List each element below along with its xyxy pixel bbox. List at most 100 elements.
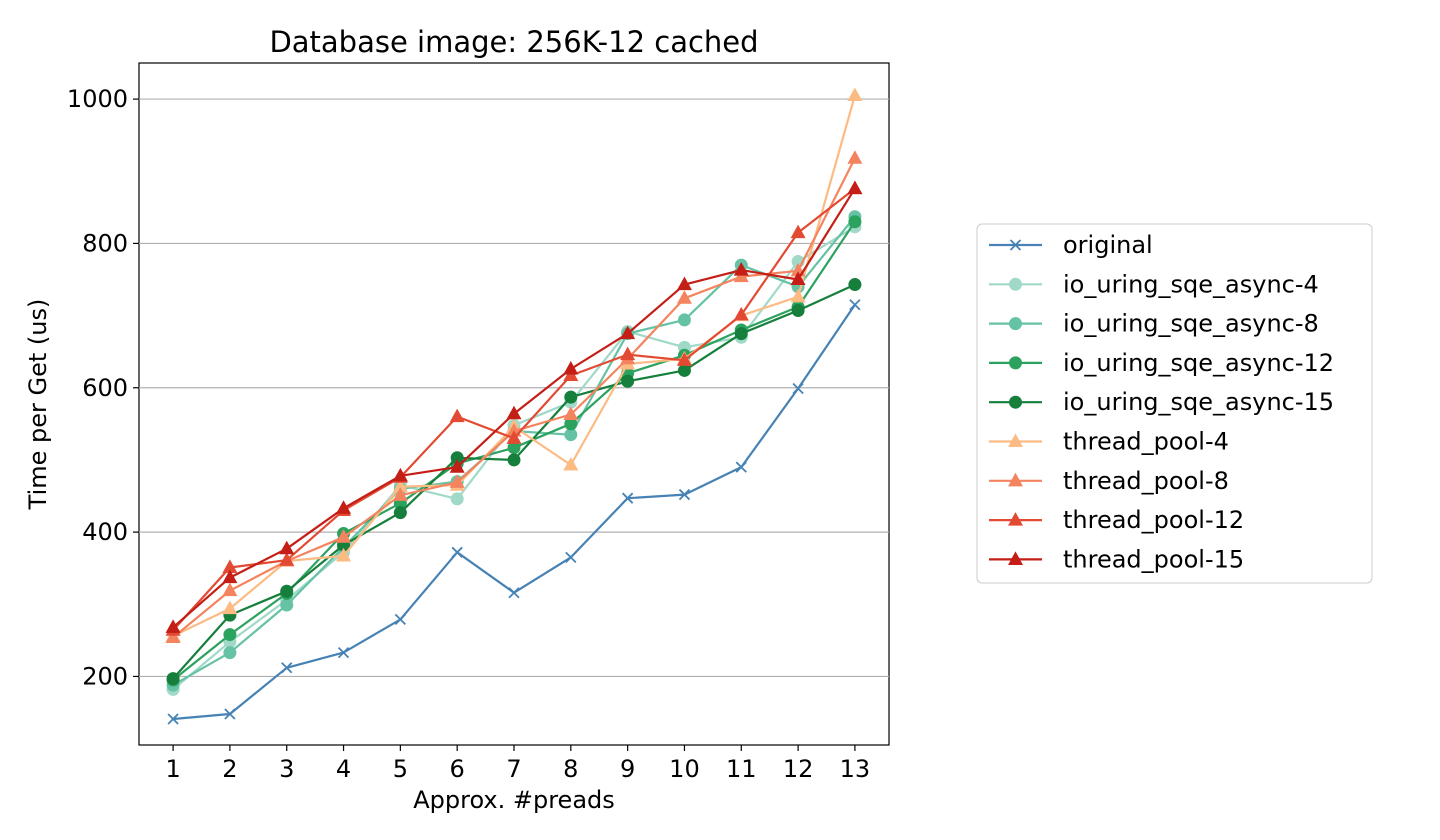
data-point: [564, 390, 578, 404]
data-point: [280, 598, 294, 612]
y-tick-label: 400: [82, 518, 128, 546]
data-point: [280, 584, 294, 598]
data-point: [790, 224, 806, 239]
series-io_uring_sqe_async-15: [166, 278, 862, 686]
legend-marker: [1008, 472, 1023, 487]
data-point: [677, 363, 691, 377]
legend-box: [976, 223, 1373, 584]
data-point: [165, 629, 181, 644]
data-point: [620, 325, 636, 340]
legend-marker: [1009, 239, 1022, 251]
data-point: [336, 547, 352, 562]
data-point: [847, 150, 863, 164]
legend-marker: [1009, 395, 1022, 409]
series-line: [172, 157, 856, 639]
series-layer: [165, 87, 863, 725]
y-tick-label: 200: [82, 662, 128, 690]
data-point: [506, 430, 522, 444]
data-point: [847, 87, 863, 102]
y-axis: 200 400 600 800 1000: [67, 85, 139, 690]
series-io_uring_sqe_async-12: [166, 215, 862, 687]
legend-label: thread_pool-4: [1063, 428, 1229, 456]
data-point: [337, 646, 350, 659]
data-point: [849, 299, 861, 311]
legend-item-thread_pool-8: thread_pool-8: [989, 467, 1229, 495]
data-point: [563, 456, 579, 471]
legend-item-io_uring_sqe_async-15: io_uring_sqe_async-15: [989, 388, 1334, 416]
data-point: [222, 600, 238, 615]
legend-marker: [1009, 317, 1022, 331]
data-point: [734, 327, 748, 341]
x-tick-label: 4: [336, 755, 351, 783]
data-point: [449, 408, 465, 423]
x-tick-label: 1: [165, 755, 180, 783]
data-point: [848, 278, 862, 292]
data-point: [167, 713, 179, 725]
legend-item-original: original: [989, 231, 1153, 259]
legend-marker: [1009, 356, 1022, 370]
data-point: [847, 180, 863, 195]
data-point: [678, 488, 691, 501]
data-point: [564, 428, 578, 442]
legend-item-io_uring_sqe_async-4: io_uring_sqe_async-4: [989, 270, 1319, 298]
grid-lines: [139, 98, 889, 678]
data-point: [507, 453, 521, 467]
x-tick-label: 6: [450, 755, 465, 783]
x-tick-label: 11: [726, 755, 757, 783]
data-point: [450, 492, 464, 506]
data-point: [792, 382, 804, 395]
x-tick-label: 13: [840, 755, 871, 783]
legend-item-thread_pool-4: thread_pool-4: [989, 428, 1229, 456]
data-point: [165, 619, 181, 633]
plot-area: [138, 62, 890, 746]
data-point: [848, 215, 862, 229]
x-tick-label: 2: [222, 755, 237, 783]
legend-label: thread_pool-8: [1063, 467, 1229, 495]
legend: original io_uring_sqe_async-4 io_uring_sqe…: [976, 223, 1373, 584]
data-point: [281, 662, 293, 674]
legend-item-thread_pool-15: thread_pool-15: [989, 545, 1244, 573]
data-point: [449, 459, 465, 473]
data-point: [621, 374, 635, 388]
x-tick-label: 7: [506, 755, 521, 783]
data-point: [563, 360, 579, 375]
legend-label: io_uring_sqe_async-8: [1063, 310, 1319, 338]
series-thread_pool-15: [165, 180, 863, 633]
series-line: [173, 304, 856, 721]
data-point: [733, 306, 749, 321]
data-point: [506, 405, 522, 420]
x-tick-label: 10: [669, 755, 700, 783]
y-tick-label: 1000: [67, 85, 128, 113]
data-point: [563, 406, 579, 421]
x-tick-label: 9: [620, 755, 635, 783]
data-point: [222, 582, 238, 597]
legend-item-io_uring_sqe_async-12: io_uring_sqe_async-12: [989, 349, 1334, 377]
x-tick-label: 5: [393, 755, 408, 783]
data-point: [222, 569, 238, 584]
data-point: [735, 461, 747, 473]
data-point: [621, 492, 634, 504]
legend-marker: [1008, 433, 1023, 448]
data-point: [393, 506, 407, 520]
data-point: [676, 276, 692, 291]
legend-item-thread_pool-12: thread_pool-12: [989, 506, 1244, 534]
data-point: [677, 313, 691, 327]
x-tick-label: 8: [563, 755, 578, 783]
data-point: [733, 262, 749, 276]
data-point: [394, 613, 407, 626]
legend-label: io_uring_sqe_async-12: [1063, 349, 1334, 377]
data-point: [791, 304, 805, 318]
x-tick-label: 3: [279, 755, 294, 783]
data-point: [166, 672, 180, 686]
data-point: [790, 288, 806, 303]
x-axis-title: Approx. #preads: [413, 786, 615, 814]
data-point: [223, 646, 237, 660]
x-axis: 1 2 3 4 5 6 7 8 9 10 11 12 13: [165, 745, 870, 783]
x-tick-label: 12: [783, 755, 814, 783]
series-original: [167, 299, 861, 725]
data-point: [336, 529, 352, 543]
series-thread_pool-8: [165, 150, 863, 644]
data-point: [565, 551, 577, 563]
data-point: [223, 628, 237, 642]
